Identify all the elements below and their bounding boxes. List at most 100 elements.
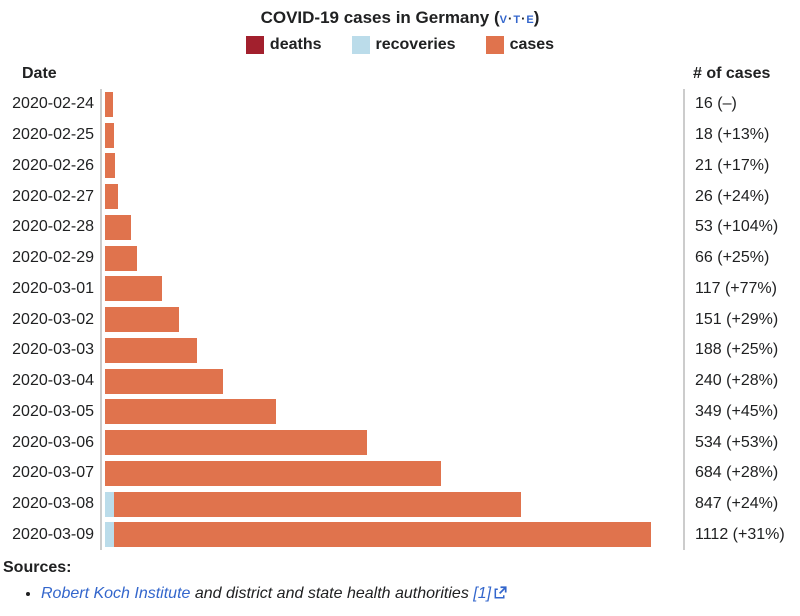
legend-label: deaths — [269, 36, 322, 53]
navbar-separator: · — [521, 11, 526, 26]
date-label: 2020-03-02 — [12, 310, 94, 328]
chart-row: 2020-03-06 534 (+53%) — [0, 427, 800, 458]
value-label: 240 (+28%) — [683, 365, 800, 397]
value-label: 847 (+24%) — [683, 488, 800, 520]
case-bar — [105, 184, 118, 210]
value-label: 349 (+45%) — [683, 396, 800, 428]
bar-area — [100, 150, 683, 182]
cases-segment — [105, 91, 113, 117]
cases-swatch — [485, 36, 504, 54]
cases-segment — [105, 307, 180, 333]
navbar-separator: · — [507, 11, 513, 26]
navbar-talk-link[interactable]: t — [513, 10, 521, 27]
chart-row: 2020-03-08 847 (+24%) — [0, 488, 800, 520]
cases-segment — [105, 399, 277, 425]
date-label: 2020-02-28 — [12, 218, 94, 236]
value-label: 16 (–) — [683, 89, 800, 120]
case-bar — [105, 460, 441, 486]
recoveries-segment — [105, 491, 114, 517]
value-label: 18 (+13%) — [683, 119, 800, 151]
chart-row: 2020-03-02 151 (+29%) — [0, 304, 800, 335]
legend-item-recoveries: recoveries — [351, 36, 456, 54]
chart-row: 2020-02-26 21 (+17%) — [0, 150, 800, 182]
bar-area — [100, 212, 683, 243]
rki-link[interactable]: Robert Koch Institute — [41, 585, 191, 603]
chart-row: 2020-03-04 240 (+28%) — [0, 365, 800, 397]
bar-area — [100, 273, 683, 305]
bar-area — [100, 427, 683, 458]
legend-label: cases — [509, 36, 555, 53]
case-bar — [105, 214, 132, 240]
cases-segment — [105, 245, 138, 271]
cases-segment — [105, 122, 114, 148]
bar-area — [100, 181, 683, 212]
value-label: 534 (+53%) — [683, 427, 800, 458]
cases-segment — [105, 368, 223, 394]
case-bar — [105, 122, 114, 148]
navbar-view-link[interactable]: v — [499, 10, 507, 27]
chart-title-row: COVID-19 cases in Germany (v·t·e) — [0, 0, 800, 29]
paren-close: ) — [533, 8, 540, 27]
value-label: 684 (+28%) — [683, 458, 800, 489]
date-label: 2020-02-27 — [12, 187, 94, 205]
value-label: 188 (+25%) — [683, 335, 800, 366]
sources-list: Robert Koch Institute and district and s… — [3, 585, 800, 603]
navbar-edit-link[interactable]: e — [526, 10, 534, 27]
cases-segment — [105, 430, 368, 456]
case-bar — [105, 522, 651, 548]
case-bar — [105, 399, 277, 425]
chart-row: 2020-03-07 684 (+28%) — [0, 458, 800, 489]
external-link-icon[interactable] — [494, 586, 507, 604]
value-label: 21 (+17%) — [683, 150, 800, 182]
bar-area — [100, 519, 683, 551]
case-bar — [105, 491, 521, 517]
recoveries-swatch — [351, 36, 370, 54]
cases-segment — [105, 460, 441, 486]
value-label: 53 (+104%) — [683, 212, 800, 243]
case-bar — [105, 430, 368, 456]
chart-row: 2020-02-27 26 (+24%) — [0, 181, 800, 212]
date-label: 2020-03-05 — [12, 402, 94, 420]
date-label: 2020-02-29 — [12, 249, 94, 267]
case-bar — [105, 153, 116, 179]
value-label: 26 (+24%) — [683, 181, 800, 212]
bar-area — [100, 488, 683, 520]
chart-row: 2020-03-01 117 (+77%) — [0, 273, 800, 305]
bar-area — [100, 119, 683, 151]
legend-label: recoveries — [375, 36, 456, 53]
value-label: 117 (+77%) — [683, 273, 800, 305]
bar-area — [100, 304, 683, 335]
date-label: 2020-03-08 — [12, 495, 94, 513]
chart-row: 2020-02-24 16 (–) — [0, 89, 800, 120]
chart-row: 2020-03-03 188 (+25%) — [0, 335, 800, 366]
deaths-swatch — [245, 36, 264, 54]
date-label: 2020-02-25 — [12, 126, 94, 144]
bar-area — [100, 365, 683, 397]
date-column-header: Date — [22, 65, 57, 82]
date-label: 2020-02-26 — [12, 156, 94, 174]
reference-link[interactable]: [1] — [473, 585, 492, 603]
page-title: COVID-19 cases in Germany — [260, 8, 490, 27]
bar-area — [100, 396, 683, 428]
chart-row: 2020-03-05 349 (+45%) — [0, 396, 800, 428]
case-bar — [105, 245, 138, 271]
cases-column-header: # of cases — [693, 65, 771, 82]
cases-segment — [113, 522, 651, 548]
sources-heading: Sources: — [3, 559, 72, 577]
case-bar — [105, 91, 113, 117]
bar-area — [100, 242, 683, 274]
case-bar — [105, 276, 163, 302]
sources-section: Sources: Robert Koch Institute and distr… — [0, 559, 800, 603]
bar-area — [100, 458, 683, 489]
recoveries-segment — [105, 522, 114, 548]
date-label: 2020-03-06 — [12, 433, 94, 451]
value-label: 1112 (+31%) — [683, 519, 800, 551]
date-label: 2020-03-09 — [12, 525, 94, 543]
legend: deaths recoveries cases — [0, 36, 800, 54]
value-label: 66 (+25%) — [683, 242, 800, 274]
legend-item-cases: cases — [485, 36, 555, 54]
bar-area — [100, 335, 683, 366]
cases-segment — [105, 153, 116, 179]
source-item: Robert Koch Institute and district and s… — [41, 585, 800, 603]
